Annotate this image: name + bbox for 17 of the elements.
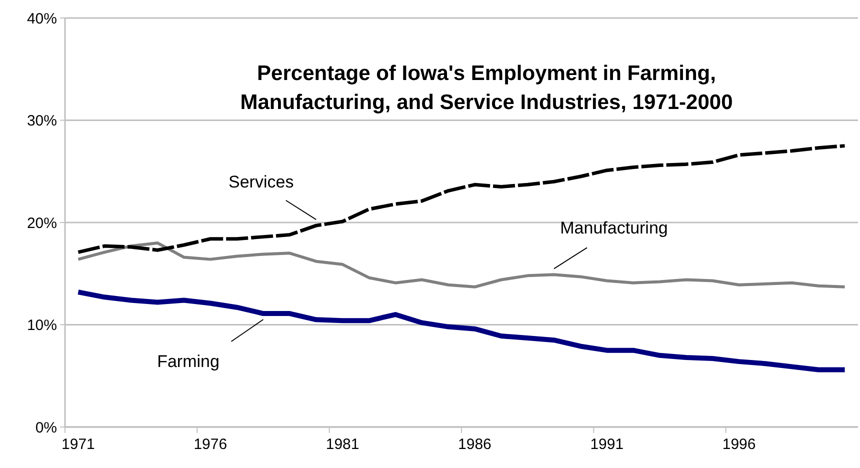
x-tick-label: 1986 <box>458 436 492 453</box>
line-series <box>76 144 847 254</box>
line-series <box>76 241 846 288</box>
x-tick-label: 1976 <box>194 436 228 453</box>
x-tick-label: 1981 <box>326 436 360 453</box>
y-tick-label: 0% <box>35 419 57 436</box>
text: Manufacturing <box>560 218 668 238</box>
x-tick-label: 1991 <box>590 436 624 453</box>
y-tick-label: 10% <box>26 317 57 334</box>
text: Percentage of Iowa's Employment in Farming, Manufacturing, and Service Industries, 1971-2000 <box>240 62 733 114</box>
x-tick-label: 1996 <box>722 436 756 453</box>
text: Services <box>228 172 294 192</box>
text: Farming <box>157 352 220 371</box>
y-tick-label: 30% <box>26 112 57 130</box>
y-tick-label: 20% <box>26 214 57 232</box>
x-tick-label: 1971 <box>62 436 95 453</box>
y-tick-label: 40% <box>26 10 57 28</box>
